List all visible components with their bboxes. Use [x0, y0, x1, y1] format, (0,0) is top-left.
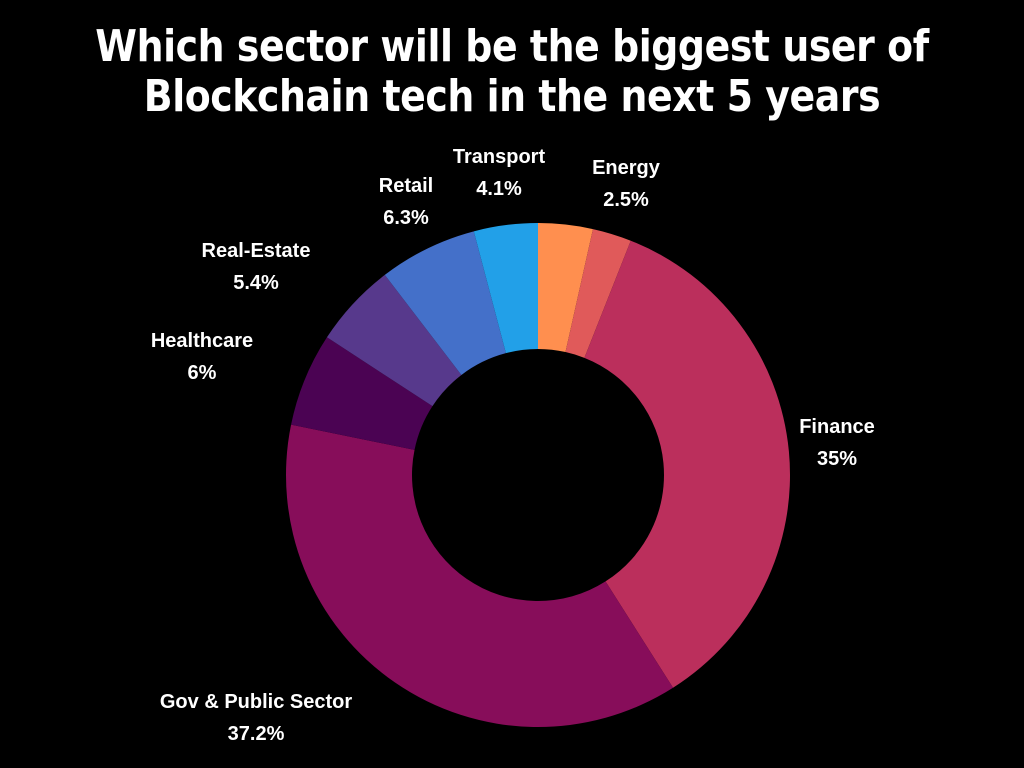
value-label-energy: 2.5% [603, 189, 649, 211]
value-label-gov-and-public-sector: 37.2% [228, 723, 285, 745]
label-healthcare: Healthcare [151, 330, 253, 352]
label-energy: Energy [592, 157, 661, 179]
value-label-transport: 4.1% [476, 178, 522, 200]
slice-finance [584, 240, 790, 688]
slice-gov-and-public-sector [286, 424, 674, 728]
label-gov-and-public-sector: Gov & Public Sector [160, 691, 352, 713]
value-label-healthcare: 6% [188, 362, 217, 384]
slice-real-estate [326, 274, 462, 407]
label-transport: Transport [453, 146, 546, 168]
chart-title: Which sector will be the biggest user of… [95, 21, 929, 122]
label-real-estate: Real-Estate [202, 240, 311, 262]
value-label-finance: 35% [817, 448, 857, 470]
slice-retail [384, 231, 506, 375]
label-retail: Retail [379, 175, 433, 197]
value-label-retail: 6.3% [383, 207, 429, 229]
slice-transport [473, 223, 538, 354]
label-finance: Finance [799, 416, 875, 438]
slices-group [286, 223, 790, 728]
slice-healthcare [291, 337, 433, 450]
slice-energy [565, 229, 631, 358]
slice-leading [538, 223, 593, 353]
labels-group: Energy 2.5% Finance 35% Gov & Public Sector 3… [151, 146, 875, 745]
value-label-real-estate: 5.4% [233, 272, 279, 294]
